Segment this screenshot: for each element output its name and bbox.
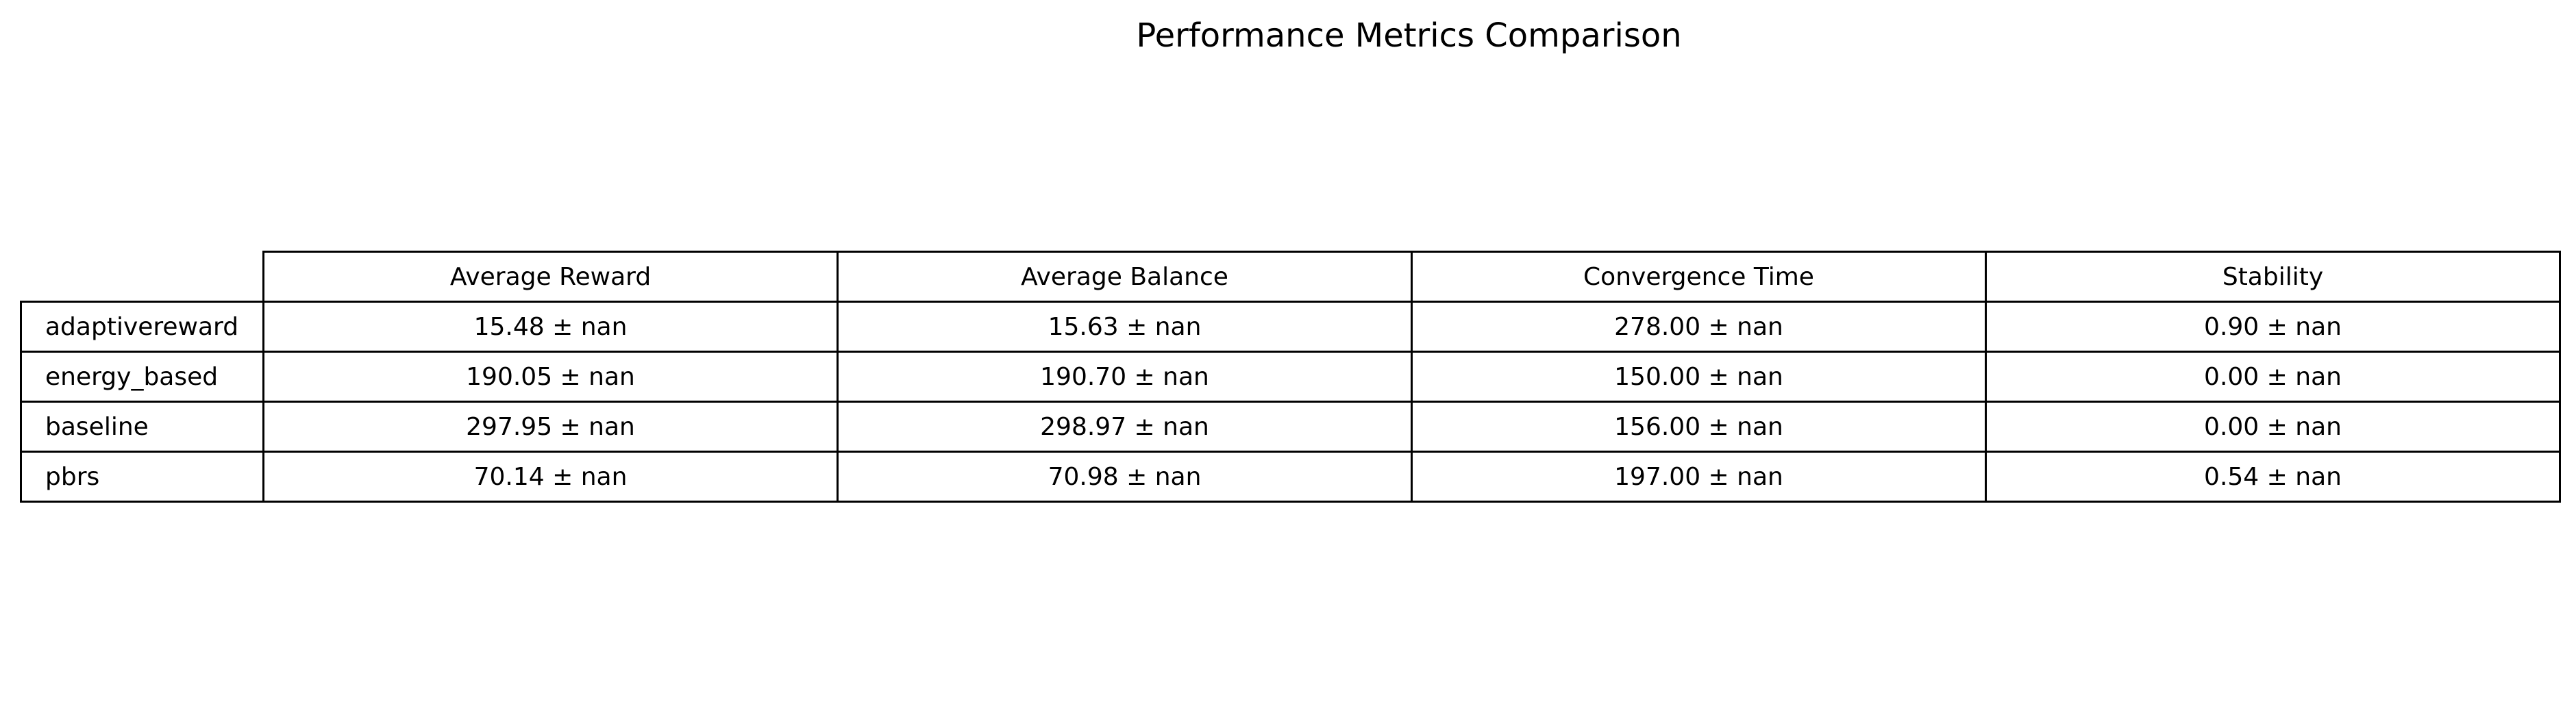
column-header-convergence-time: Convergence Time — [1411, 251, 1987, 303]
table-cell: 197.00 ± nan — [1411, 451, 1987, 503]
table-corner — [21, 251, 264, 303]
row-label: adaptivereward — [20, 301, 264, 353]
table-cell: 0.90 ± nan — [1985, 301, 2561, 353]
table-cell: 15.63 ± nan — [837, 301, 1413, 353]
table-header-row: Average Reward Average Balance Convergen… — [21, 251, 2561, 303]
row-label: energy_based — [20, 351, 264, 403]
table-cell: 298.97 ± nan — [837, 401, 1413, 453]
table-cell: 190.70 ± nan — [837, 351, 1413, 403]
table-cell: 297.95 ± nan — [262, 401, 839, 453]
table-cell: 150.00 ± nan — [1411, 351, 1987, 403]
column-header-stability: Stability — [1985, 251, 2561, 303]
table-cell: 0.00 ± nan — [1985, 351, 2561, 403]
column-header-average-balance: Average Balance — [837, 251, 1413, 303]
row-label: baseline — [20, 401, 264, 453]
table-cell: 278.00 ± nan — [1411, 301, 1987, 353]
chart-title: Performance Metrics Comparison — [1136, 16, 1682, 55]
table-row: baseline 297.95 ± nan 298.97 ± nan 156.0… — [20, 401, 2561, 453]
column-header-average-reward: Average Reward — [262, 251, 839, 303]
table-cell: 15.48 ± nan — [262, 301, 839, 353]
table-cell: 156.00 ± nan — [1411, 401, 1987, 453]
table-cell: 70.98 ± nan — [837, 451, 1413, 503]
row-label: pbrs — [20, 451, 264, 503]
chart-title-wrap: Performance Metrics Comparison — [0, 15, 2576, 56]
table-cell: 0.00 ± nan — [1985, 401, 2561, 453]
table-cell: 70.14 ± nan — [262, 451, 839, 503]
table-row: pbrs 70.14 ± nan 70.98 ± nan 197.00 ± na… — [20, 451, 2561, 503]
table-cell: 190.05 ± nan — [262, 351, 839, 403]
table-row: energy_based 190.05 ± nan 190.70 ± nan 1… — [20, 351, 2561, 403]
table-cell: 0.54 ± nan — [1985, 451, 2561, 503]
metrics-table: Average Reward Average Balance Convergen… — [20, 251, 2561, 503]
table-row: adaptivereward 15.48 ± nan 15.63 ± nan 2… — [20, 301, 2561, 353]
